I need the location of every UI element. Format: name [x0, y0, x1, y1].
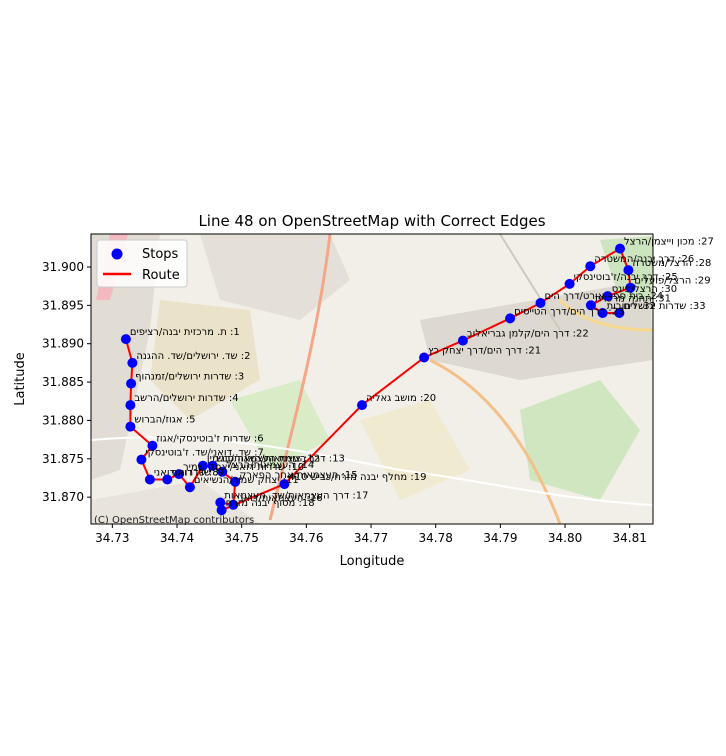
stop-label: 18: מסוף יבנה מזרח	[226, 498, 315, 509]
y-axis-label: Latitude	[13, 352, 28, 406]
stop-label: 3: שדרות ירושלים/זמנהוף	[135, 372, 244, 383]
x-tick-label: 34.79	[483, 531, 517, 545]
stop-label: 14: העצמאות/הרצל	[226, 460, 314, 471]
stop-label: 4: שדרות ירושלים/הרשב	[134, 393, 238, 404]
stop-marker	[216, 505, 227, 516]
stop-marker	[623, 265, 634, 276]
stop-marker	[614, 308, 625, 318]
stop-marker	[564, 278, 575, 289]
stop-marker	[125, 400, 136, 411]
stop-marker	[625, 282, 636, 293]
stop-label: 1: ת. מרכזית יבנה/רציפים	[130, 327, 240, 338]
stop-marker	[174, 469, 184, 480]
plot-frame	[90, 233, 654, 525]
stop-label: 19: מחלף יבנה מזרח/כביש 410	[288, 472, 426, 483]
y-tick-label: 31.875	[42, 452, 84, 466]
x-tick-label: 34.81	[613, 531, 647, 545]
legend-route-label: Route	[142, 268, 180, 283]
stop-label: 8: שדרות דואני	[154, 468, 219, 479]
stop-label: 10: שדרות דואני/יצחק שמיר	[183, 462, 304, 473]
stop-marker	[279, 479, 290, 490]
stop-marker	[217, 466, 228, 477]
chart-title: Line 48 on OpenStreetMap with Correct Ed…	[198, 212, 545, 230]
y-tick-label: 31.890	[42, 337, 84, 351]
stop-label: 13: דרך העצמאות/האנה סנש	[217, 454, 345, 465]
stop-label: 16: העצמאות/דואני	[237, 493, 322, 504]
stop-label: 26: דרך יבנה/המשטרה	[594, 254, 694, 265]
stop-label: 15: העצמאות/אחר הפארק	[239, 470, 357, 481]
stop-marker	[357, 400, 367, 411]
stop-marker	[184, 482, 195, 493]
stop-labels-layer: 1: ת. מרכזית יבנה/רציפים 2: שד. ירושלים/ש…	[130, 237, 714, 510]
stop-marker	[120, 334, 131, 345]
stop-marker	[136, 454, 147, 465]
stop-label: 21: דרך הים/דרך יצחק כץ	[428, 346, 541, 357]
stop-marker	[585, 261, 596, 272]
y-tick-label: 31.885	[42, 375, 84, 389]
stop-marker	[162, 474, 173, 485]
stop-marker	[215, 497, 226, 508]
stop-label: 20: מושב גאליה	[366, 393, 436, 404]
stop-label: 24: בית ספר אורט/דרך הים	[545, 291, 664, 302]
stop-marker	[197, 460, 208, 471]
stop-label: 12: צומת העצמאות/בנימין	[207, 454, 320, 465]
x-tick-label: 34.74	[160, 531, 194, 545]
stops-layer	[120, 243, 636, 516]
stop-marker	[457, 335, 468, 346]
y-tick-label: 31.880	[42, 413, 84, 427]
stop-label: 22: דרך הים/קלמן גבריאלוב	[467, 329, 589, 340]
x-tick-label: 34.77	[354, 531, 388, 545]
stop-marker	[126, 378, 137, 389]
stop-marker	[125, 421, 136, 432]
x-axis: 34.73 34.74 34.75 34.76 34.77 34.78 34.79 34.80…	[95, 524, 647, 545]
stop-marker	[147, 440, 158, 451]
stop-label: 23: דרך הים/דרך הטייסים	[514, 306, 624, 317]
stop-marker	[535, 298, 546, 308]
stop-marker	[419, 352, 430, 363]
stop-label: 27: מכון וייצמן/הרצל	[624, 237, 714, 248]
stop-marker	[602, 291, 613, 302]
x-tick-label: 34.76	[289, 531, 323, 545]
stop-marker	[230, 476, 241, 487]
stop-marker	[505, 313, 516, 324]
y-tick-label: 31.870	[42, 490, 84, 504]
stop-label: 30: הרצל/פינס	[612, 284, 677, 295]
stop-label: 11: יצחק שמיר/הנשיאים	[194, 475, 299, 486]
stop-marker	[144, 474, 155, 485]
stop-label: 7: שד. דואני/שד. ז'בוטינסקי	[145, 448, 263, 459]
x-axis-label: Longitude	[340, 554, 405, 569]
legend-stops-label: Stops	[142, 247, 179, 262]
stop-marker	[615, 243, 625, 254]
legend-stops-marker	[111, 248, 123, 260]
stop-label: 9: שד. דואני	[171, 468, 224, 479]
stop-label: 5: אגוז/הברוש	[134, 415, 195, 426]
stop-label: 32: רחובות	[607, 301, 656, 312]
stop-marker	[127, 357, 138, 368]
stop-marker	[207, 460, 218, 471]
legend: Stops Route	[96, 239, 188, 288]
stop-label: 17: דרך העצמאות/שד. העצמאות	[224, 491, 368, 502]
stop-label: 6: שדרות ז'בוטינסקי/אגוז	[156, 434, 263, 445]
stop-label: 25: דרך יבנה/ז'בוטינסקי	[574, 272, 678, 283]
x-tick-label: 34.73	[95, 531, 129, 545]
stop-marker	[585, 300, 596, 311]
stop-label: 33: שדרות ירושלים	[623, 301, 705, 312]
map-attribution: (C) OpenStreetMap contributors	[94, 515, 254, 526]
stop-label: 31: תחנה מרכזית	[595, 293, 671, 304]
stop-marker	[597, 308, 608, 318]
stop-label: 2: שד. ירושלים/שד. ההגנה	[136, 351, 250, 362]
x-tick-label: 34.80	[548, 531, 582, 545]
x-tick-label: 34.78	[419, 531, 453, 545]
stop-marker	[228, 499, 239, 510]
y-tick-label: 31.900	[42, 260, 84, 274]
y-axis: 31.870 31.875 31.880 31.885 31.890 31.895 31.9…	[42, 260, 91, 504]
y-tick-label: 31.895	[42, 298, 84, 312]
stop-label: 29: הרצל/פועלים	[634, 276, 710, 287]
x-tick-label: 34.75	[225, 531, 259, 545]
stop-label: 28: הרצל/משטרה	[632, 258, 711, 269]
